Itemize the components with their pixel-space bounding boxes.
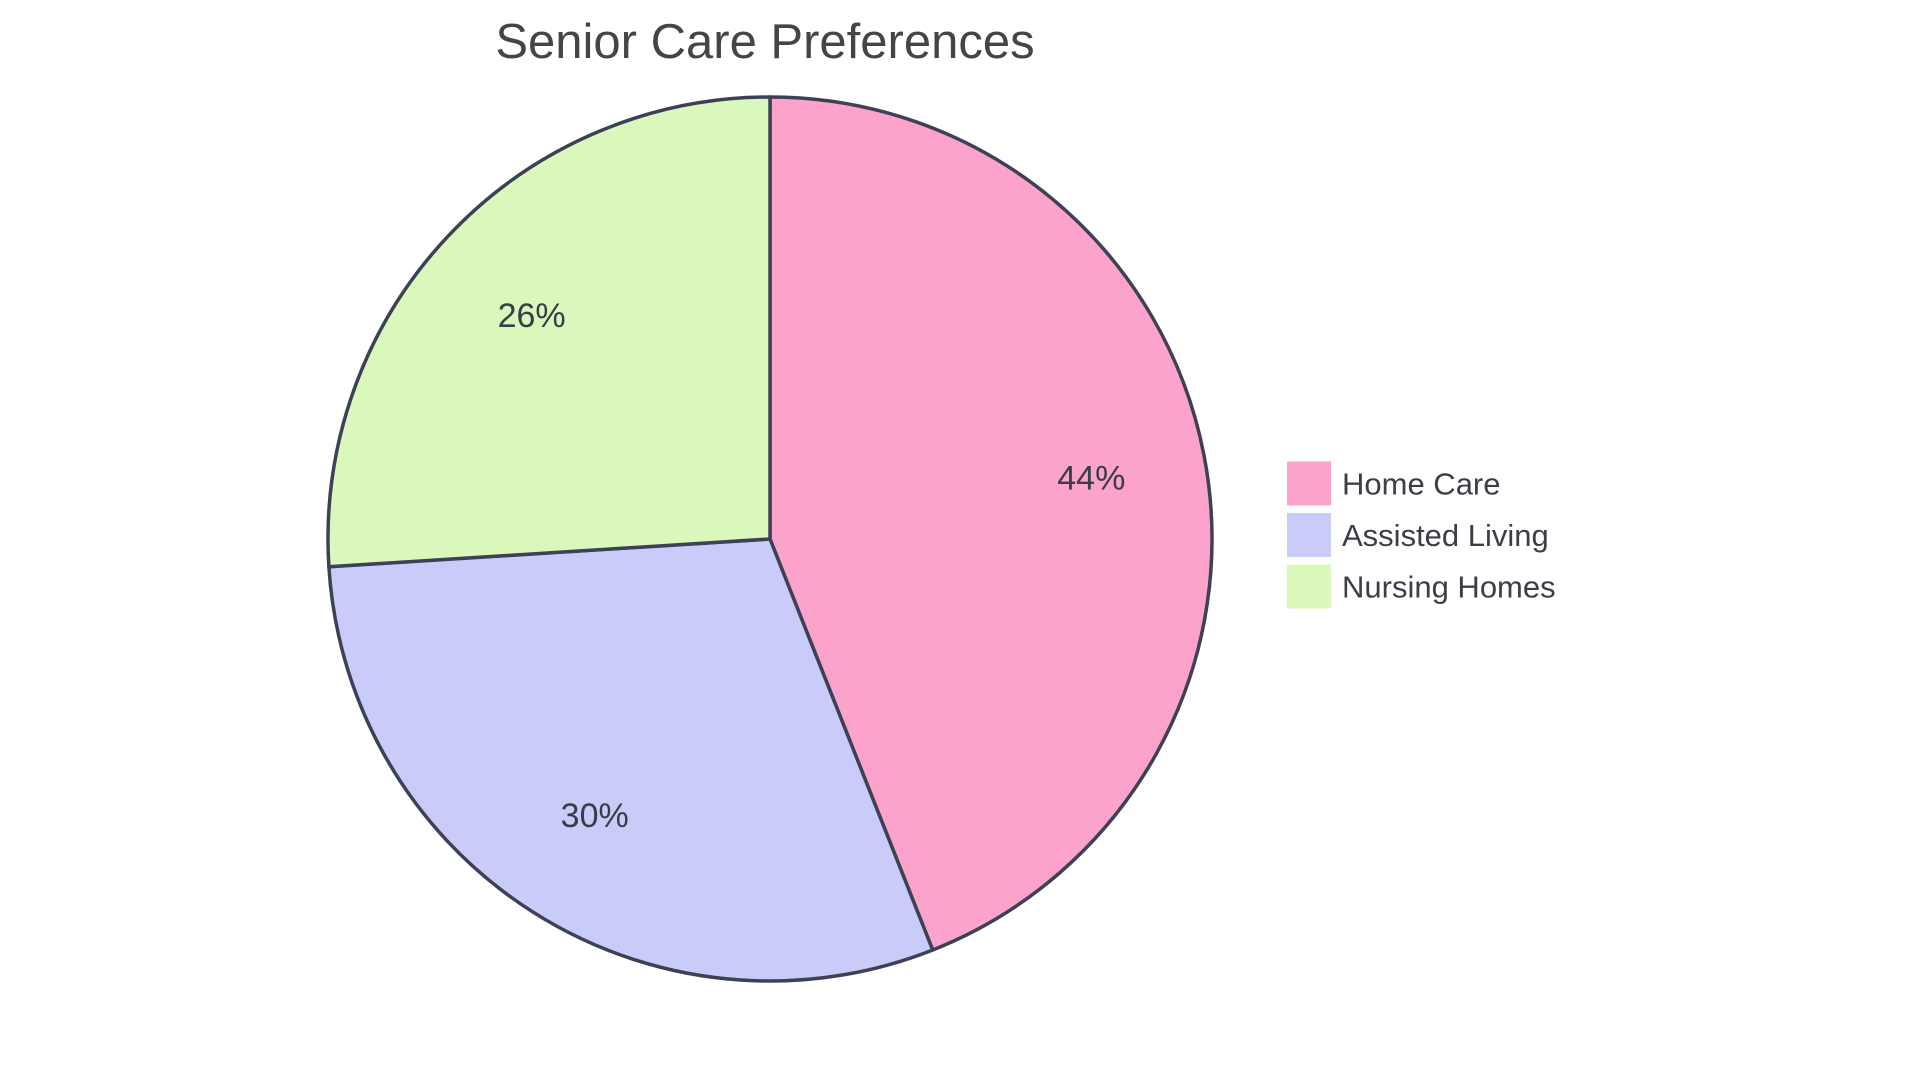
slice-percentage-label: 44% [1057,460,1125,498]
slice-percentage-label: 30% [561,797,629,835]
pie-slice-assisted-living[interactable] [327,537,935,983]
legend-item-nursing-homes[interactable]: Nursing Homes [1287,564,1556,609]
legend: Home Care Assisted Living Nursing Homes [1287,461,1556,609]
legend-label[interactable]: Nursing Homes [1342,570,1556,605]
legend-label[interactable]: Home Care [1342,467,1501,502]
slice-percentage-label: 26% [498,297,566,335]
legend-item-assisted-living[interactable]: Assisted Living [1287,513,1549,557]
pie-slice-home-care[interactable] [768,95,1214,952]
legend-item-home-care[interactable]: Home Care [1287,461,1501,506]
legend-swatch[interactable] [1287,564,1331,609]
chart-title: Senior Care Preferences [495,15,1034,69]
pie-slice-nursing-homes[interactable] [326,95,772,569]
pie-slices [326,95,1214,983]
legend-label[interactable]: Assisted Living [1342,518,1549,553]
legend-swatch[interactable] [1287,461,1331,506]
slice-labels: 44% 30% 26% [498,297,1126,835]
legend-swatch[interactable] [1287,513,1331,557]
